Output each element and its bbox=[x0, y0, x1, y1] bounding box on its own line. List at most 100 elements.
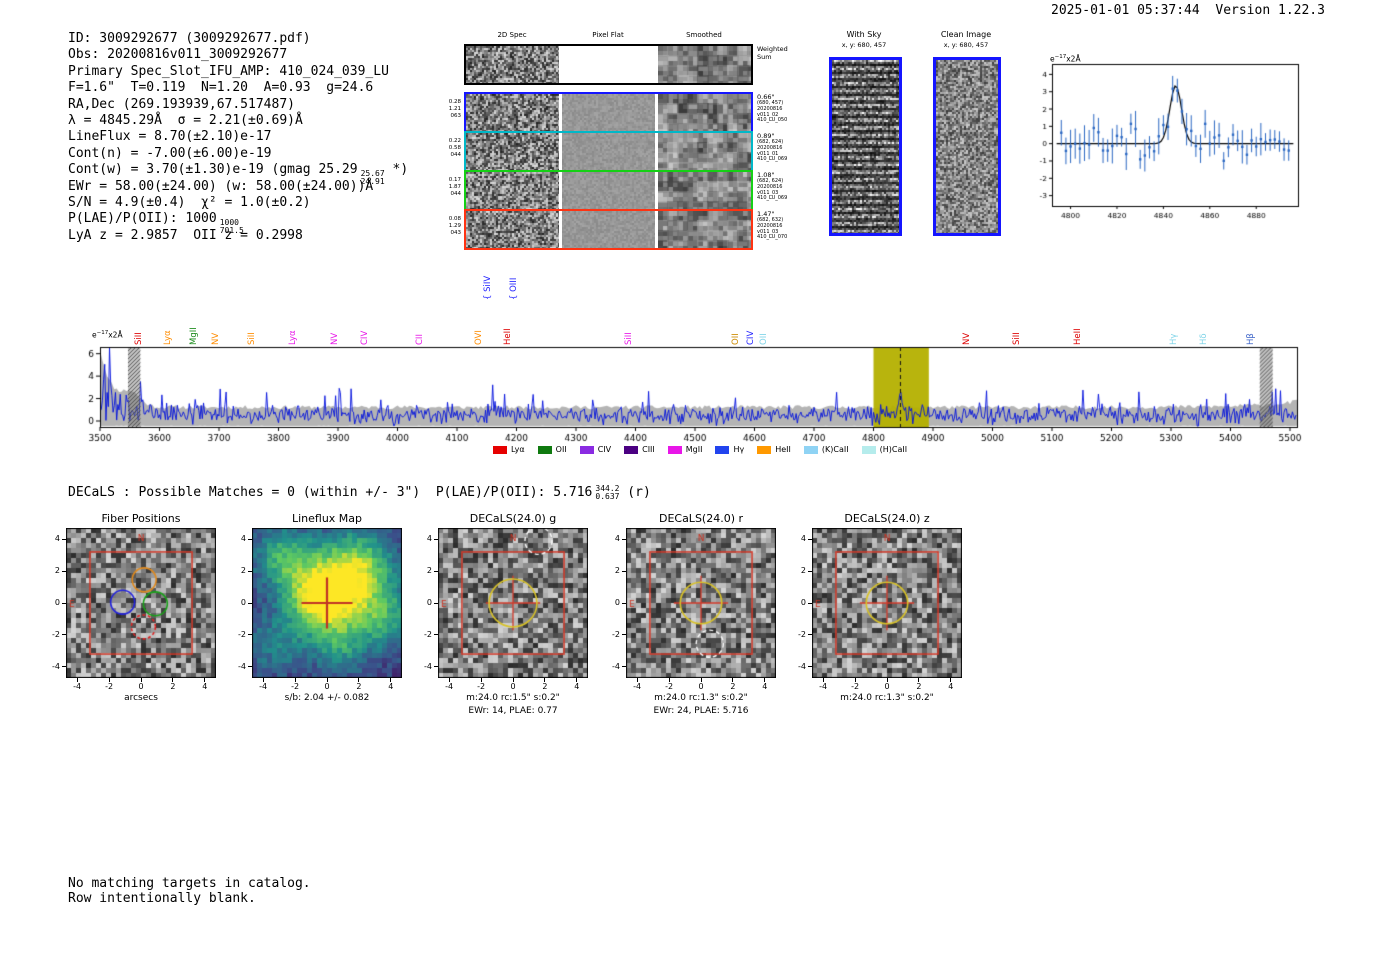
text-part: RA,Dec (269.193939,67.517487) bbox=[68, 96, 295, 112]
x-tick-mark bbox=[544, 678, 546, 682]
y-tick-label: -2 bbox=[798, 629, 806, 639]
spec2d-right-label: (680, 457) bbox=[757, 100, 784, 106]
legend-item: CIV bbox=[579, 445, 612, 454]
info-line: λ = 4845.29Å σ = 2.21(±0.69)Å bbox=[68, 113, 408, 129]
y-tick-label: 0 bbox=[54, 598, 60, 607]
spec2d-right-label: v011_02 bbox=[757, 111, 779, 118]
cutout-caption: m:24.0 rc:1.5" s:0.2" bbox=[466, 693, 560, 703]
decals-match-summary: DECaLS : Possible Matches = 0 (within +/… bbox=[68, 485, 651, 500]
x-tick-mark bbox=[886, 678, 888, 682]
text-part: LyA z = 2.9857 OII z = 0.2998 bbox=[68, 227, 303, 243]
footer-line-2: Row intentionally blank. bbox=[68, 891, 256, 906]
y-tick-mark bbox=[248, 666, 252, 668]
spec2d-left-labels: 0.22 0.58 044 bbox=[428, 138, 461, 159]
spec2d-left-label: 1.87 bbox=[448, 184, 461, 190]
cutout-caption: s/b: 2.04 +/- 0.082 bbox=[284, 693, 370, 703]
cutout-caption: m:24.0 rc:1.3" s:0.2" bbox=[654, 693, 748, 703]
pixel-flat-image bbox=[562, 211, 655, 248]
cutout-title: DECaLS(24.0) z bbox=[844, 512, 930, 525]
x-tick-mark bbox=[140, 678, 142, 682]
stacked-fraction: 344.2 0.637 bbox=[595, 485, 619, 500]
spec2d-right-labels: 1.08" (682, 624) 20200816 v011_03 410_LU_069 bbox=[757, 172, 819, 202]
emission-line-label: SiII bbox=[624, 332, 635, 345]
spec2d-right-label: (682, 624) bbox=[757, 139, 784, 145]
x-tick-mark bbox=[262, 678, 264, 682]
spec2d-row bbox=[464, 209, 753, 250]
x-tick-label: 0 bbox=[698, 682, 704, 691]
spec2d-right-label: (682, 624) bbox=[757, 178, 784, 184]
y-tick-mark bbox=[622, 602, 626, 604]
spec2d-image bbox=[466, 46, 559, 83]
legend-label: MgII bbox=[685, 445, 703, 454]
x-tick-label: 0 bbox=[510, 682, 516, 691]
spec2d-left-label: 1.21 bbox=[448, 106, 461, 112]
header-meta: 2025-01-01 05:37:44 Version 1.22.3 bbox=[1051, 3, 1325, 18]
text-part: *) bbox=[384, 162, 409, 178]
y-tick-mark bbox=[808, 602, 812, 604]
stacked-fraction: 25.67 24.91 bbox=[361, 170, 385, 185]
emission-line-label: HeII bbox=[1072, 328, 1083, 345]
y-tick-label: 4 bbox=[426, 534, 432, 544]
emission-line-label: { SiIV bbox=[482, 275, 493, 300]
x-tick-mark bbox=[732, 678, 734, 682]
x-tick-mark bbox=[448, 678, 450, 682]
y-tick-mark bbox=[248, 602, 252, 604]
y-tick-label: -2 bbox=[238, 629, 246, 639]
emission-line-label: Lyα bbox=[288, 330, 299, 345]
x-tick-label: -4 bbox=[259, 682, 268, 691]
info-block: ID: 3009292677 (3009292677.pdf) Obs: 2020… bbox=[68, 31, 408, 244]
fraction-top: 1000 bbox=[219, 218, 239, 228]
y-tick-label: 4 bbox=[614, 534, 620, 544]
legend-swatch bbox=[537, 445, 552, 454]
y-tick-label: 2 bbox=[426, 566, 432, 576]
emission-line-label: OII bbox=[759, 333, 770, 345]
info-line: ID: 3009292677 (3009292677.pdf) bbox=[68, 31, 408, 47]
y-tick-mark bbox=[808, 570, 812, 572]
pixel-flat-image bbox=[562, 172, 655, 209]
x-tick-mark bbox=[576, 678, 578, 682]
x-tick-mark bbox=[668, 678, 670, 682]
legend-swatch bbox=[803, 445, 818, 454]
y-tick-label: 2 bbox=[54, 566, 60, 576]
spec2d-left-labels: 0.08 1.29 043 bbox=[428, 216, 461, 237]
spec2d-col-header-smoothed: Smoothed bbox=[686, 31, 722, 39]
spec2d-left-label: 0.08 bbox=[448, 216, 461, 222]
fraction-top: 344.2 bbox=[595, 484, 620, 493]
cutout-title: Lineflux Map bbox=[291, 512, 363, 525]
spec2d-left-labels: 0.17 1.87 044 bbox=[428, 177, 461, 198]
cutout-title: DECaLS(24.0) r bbox=[658, 512, 744, 525]
cutout-image-5 bbox=[812, 528, 962, 678]
emission-line-label: Hβ bbox=[1245, 333, 1256, 345]
fraction-bottom: 0.637 bbox=[595, 491, 620, 501]
info-line: Cont(n) = -7.00(±6.00)e-19 bbox=[68, 146, 408, 162]
y-tick-mark bbox=[62, 602, 66, 604]
x-tick-mark bbox=[700, 678, 702, 682]
x-tick-label: -4 bbox=[819, 682, 828, 691]
cutout-image-3 bbox=[438, 528, 588, 678]
y-tick-label: -4 bbox=[424, 661, 432, 671]
spec2d-right-label: 20200816 bbox=[757, 222, 783, 229]
y-tick-mark bbox=[434, 634, 438, 636]
spec2d-right-label: v011_03 bbox=[757, 228, 779, 235]
x-tick-mark bbox=[512, 678, 514, 682]
text-part: P(LAE)/P(OII): 1000 bbox=[68, 211, 217, 227]
text-part: Primary Spec_Slot_IFU_AMP: 410_024_039_L… bbox=[68, 63, 389, 79]
pixel-flat-image bbox=[562, 94, 655, 131]
smoothed-image bbox=[658, 211, 751, 248]
legend-label: CIV bbox=[597, 445, 612, 454]
info-line: Obs: 20200816v011_3009292677 bbox=[68, 47, 408, 63]
y-tick-label: 0 bbox=[426, 598, 432, 607]
spec2d-right-label: Weighted bbox=[757, 45, 788, 53]
info-line: F=1.6" T=0.119 N=1.20 A=0.93 g=24.6 bbox=[68, 80, 408, 96]
spec2d-image bbox=[466, 172, 559, 209]
y-tick-label: -2 bbox=[52, 629, 60, 639]
clean-image-title: Clean Image bbox=[940, 30, 992, 39]
cutout-image-1 bbox=[66, 528, 216, 678]
cutout-caption: EWr: 14, PLAE: 0.77 bbox=[468, 706, 558, 716]
x-tick-label: 2 bbox=[356, 682, 362, 691]
with-sky-title: With Sky bbox=[846, 30, 882, 39]
text-part: EWr = 58.00(±24.00) (w: 58.00(±24.00))Å bbox=[68, 178, 374, 194]
legend-item: OII bbox=[537, 445, 567, 454]
pixel-flat-image bbox=[562, 133, 655, 170]
y-tick-label: 4 bbox=[800, 534, 806, 544]
